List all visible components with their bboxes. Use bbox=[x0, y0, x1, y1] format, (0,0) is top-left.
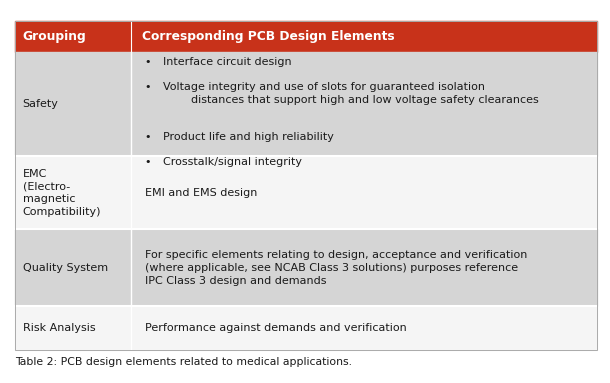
Bar bbox=[15, 306, 597, 350]
Bar bbox=[15, 21, 597, 52]
Text: EMC
(Electro-
magnetic
Compatibility): EMC (Electro- magnetic Compatibility) bbox=[23, 169, 101, 217]
Text: Crosstalk/signal integrity: Crosstalk/signal integrity bbox=[163, 157, 302, 167]
Text: •: • bbox=[145, 57, 151, 67]
Text: •: • bbox=[145, 157, 151, 167]
Text: •: • bbox=[145, 82, 151, 92]
Text: Interface circuit design: Interface circuit design bbox=[163, 57, 292, 67]
Text: Table 2: PCB design elements related to medical applications.: Table 2: PCB design elements related to … bbox=[15, 357, 352, 367]
Text: Corresponding PCB Design Elements: Corresponding PCB Design Elements bbox=[142, 30, 395, 43]
Text: For specific elements relating to design, acceptance and verification
(where app: For specific elements relating to design… bbox=[145, 250, 527, 286]
Bar bbox=[15, 229, 597, 306]
Text: Performance against demands and verification: Performance against demands and verifica… bbox=[145, 323, 406, 333]
Text: Product life and high reliability: Product life and high reliability bbox=[163, 132, 334, 142]
Bar bbox=[15, 156, 597, 229]
Bar bbox=[15, 52, 597, 156]
Text: Safety: Safety bbox=[23, 99, 59, 110]
Text: •: • bbox=[145, 132, 151, 142]
Text: Grouping: Grouping bbox=[23, 30, 87, 43]
Bar bbox=[15, 21, 597, 350]
Text: Quality System: Quality System bbox=[23, 263, 108, 273]
Text: EMI and EMS design: EMI and EMS design bbox=[145, 188, 257, 198]
Text: Risk Analysis: Risk Analysis bbox=[23, 323, 95, 333]
Text: Voltage integrity and use of slots for guaranteed isolation
        distances th: Voltage integrity and use of slots for g… bbox=[163, 82, 539, 105]
